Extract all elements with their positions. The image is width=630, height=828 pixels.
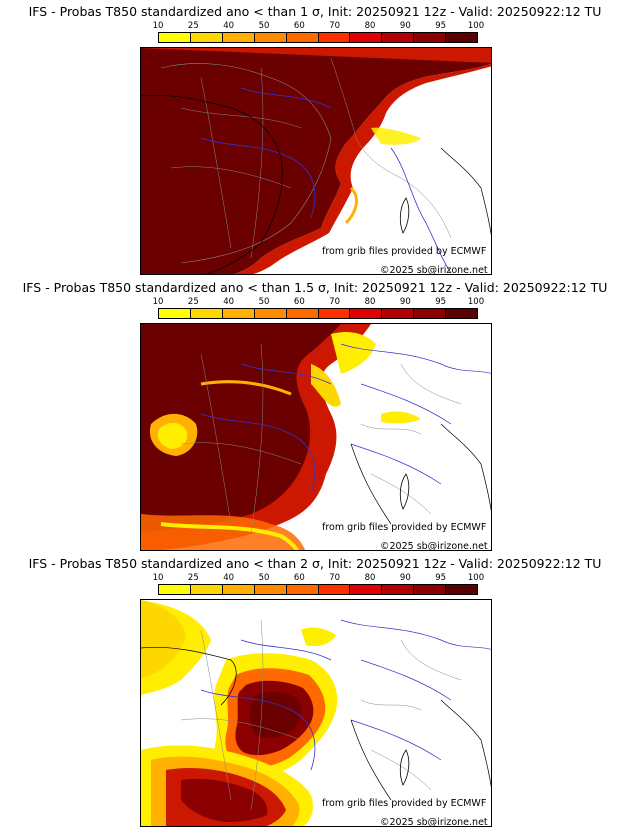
colorbar-tick-label: 50 xyxy=(258,21,270,31)
colorbar-segment xyxy=(318,585,351,594)
colorbar-segment xyxy=(382,585,415,594)
colorbar-tick-label: 95 xyxy=(435,297,447,307)
colorbar-tick-label: 60 xyxy=(293,297,305,307)
colorbar-segment xyxy=(190,309,223,318)
source-credit: from grib files provided by ECMWF xyxy=(322,798,487,809)
colorbar-segment xyxy=(222,309,255,318)
colorbar-ticks: 10 25 40 50 60 70 80 90 95 100 xyxy=(153,297,485,308)
colorbar-tick-label: 90 xyxy=(399,573,411,583)
panel-title: IFS - Probas T850 standardized ano < tha… xyxy=(22,280,608,295)
colorbar xyxy=(158,32,478,43)
probability-map xyxy=(140,599,492,827)
colorbar-ticks: 10 25 40 50 60 70 80 90 95 100 xyxy=(153,21,485,32)
colorbar-tick-label: 10 xyxy=(152,573,164,583)
colorbar-tick-label: 80 xyxy=(364,573,376,583)
colorbar-segment xyxy=(222,33,255,42)
colorbar-segment xyxy=(382,33,415,42)
map-panel-1: IFS - Probas T850 standardized ano < tha… xyxy=(0,0,630,276)
colorbar-tick-label: 40 xyxy=(223,573,235,583)
colorbar-segment xyxy=(159,585,191,594)
colorbar-segment xyxy=(286,585,319,594)
colorbar-tick-label: 100 xyxy=(467,21,485,31)
colorbar-tick-label: 60 xyxy=(293,21,305,31)
colorbar-segment xyxy=(382,309,415,318)
colorbar-segment xyxy=(350,33,383,42)
map-plot xyxy=(141,600,491,826)
copyright-credit: ©2025 sb@irizone.net xyxy=(380,817,488,828)
colorbar-tick-label: 10 xyxy=(152,297,164,307)
colorbar-segment xyxy=(350,309,383,318)
colorbar-tick-label: 100 xyxy=(467,297,485,307)
map-panel-3: IFS - Probas T850 standardized ano < tha… xyxy=(0,552,630,828)
colorbar-tick-label: 80 xyxy=(364,297,376,307)
colorbar-segment xyxy=(414,33,447,42)
panel-title: IFS - Probas T850 standardized ano < tha… xyxy=(28,556,602,571)
copyright-credit: ©2025 sb@irizone.net xyxy=(380,265,488,276)
colorbar-segment xyxy=(254,585,287,594)
colorbar-tick-label: 90 xyxy=(399,21,411,31)
colorbar-tick-label: 70 xyxy=(329,297,341,307)
colorbar-ticks: 10 25 40 50 60 70 80 90 95 100 xyxy=(153,573,485,584)
colorbar-tick-label: 50 xyxy=(258,573,270,583)
map-panel-2: IFS - Probas T850 standardized ano < tha… xyxy=(0,276,630,552)
colorbar-segment xyxy=(286,309,319,318)
colorbar-tick-label: 40 xyxy=(223,21,235,31)
colorbar-segment xyxy=(159,33,191,42)
colorbar xyxy=(158,308,478,319)
colorbar-tick-label: 40 xyxy=(223,297,235,307)
colorbar-segment xyxy=(414,309,447,318)
colorbar-tick-label: 25 xyxy=(187,297,199,307)
colorbar-segment xyxy=(286,33,319,42)
colorbar-tick-label: 70 xyxy=(329,573,341,583)
colorbar-tick-label: 80 xyxy=(364,21,376,31)
colorbar-tick-label: 90 xyxy=(399,297,411,307)
copyright-credit: ©2025 sb@irizone.net xyxy=(380,541,488,552)
colorbar xyxy=(158,584,478,595)
colorbar-segment xyxy=(222,585,255,594)
source-credit: from grib files provided by ECMWF xyxy=(322,522,487,533)
colorbar-tick-label: 100 xyxy=(467,573,485,583)
colorbar-tick-label: 25 xyxy=(187,21,199,31)
probability-map xyxy=(140,47,492,275)
colorbar-segment xyxy=(446,585,478,594)
colorbar-segment xyxy=(190,585,223,594)
colorbar-tick-label: 25 xyxy=(187,573,199,583)
colorbar-segment xyxy=(254,309,287,318)
colorbar-segment xyxy=(190,33,223,42)
colorbar-tick-label: 95 xyxy=(435,21,447,31)
colorbar-segment xyxy=(318,33,351,42)
colorbar-segment xyxy=(414,585,447,594)
colorbar-segment xyxy=(446,33,478,42)
colorbar-tick-label: 95 xyxy=(435,573,447,583)
source-credit: from grib files provided by ECMWF xyxy=(322,246,487,257)
probability-map xyxy=(140,323,492,551)
colorbar-tick-label: 10 xyxy=(152,21,164,31)
colorbar-segment xyxy=(350,585,383,594)
map-plot xyxy=(141,48,491,274)
colorbar-tick-label: 70 xyxy=(329,21,341,31)
panel-title: IFS - Probas T850 standardized ano < tha… xyxy=(28,4,602,19)
colorbar-tick-label: 50 xyxy=(258,297,270,307)
colorbar-segment xyxy=(318,309,351,318)
colorbar-segment xyxy=(159,309,191,318)
colorbar-segment xyxy=(446,309,478,318)
map-plot xyxy=(141,324,491,550)
colorbar-segment xyxy=(254,33,287,42)
colorbar-tick-label: 60 xyxy=(293,573,305,583)
